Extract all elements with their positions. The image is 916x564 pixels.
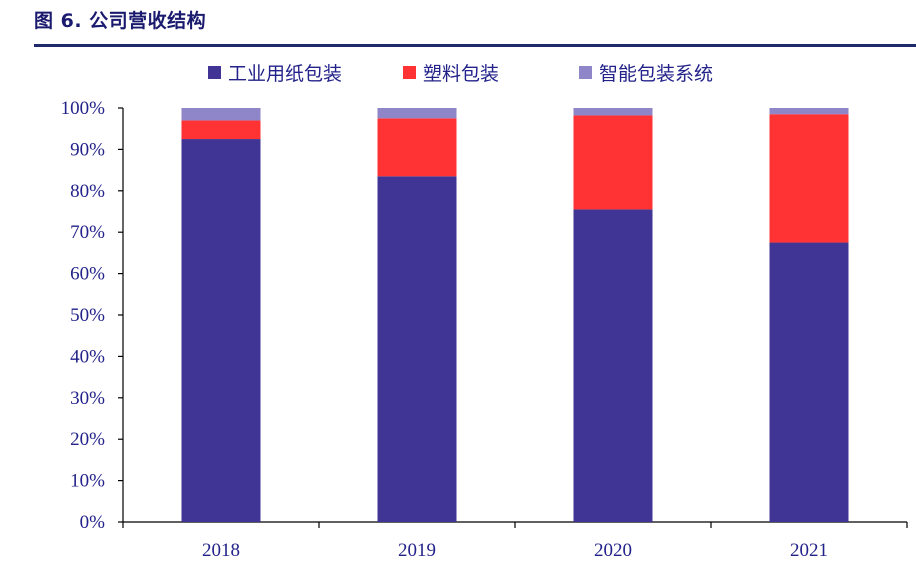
legend-swatch-plastic bbox=[403, 66, 416, 79]
bar-segment-2020-plastic bbox=[573, 115, 653, 210]
bar-segment-2019-industrial-paper bbox=[377, 176, 457, 522]
y-axis-ticks: 0% 10% 20% 30% 40% 50% 60% 70% 80% 90% 100% bbox=[61, 98, 123, 533]
x-tick-label: 2019 bbox=[398, 540, 436, 561]
y-tick-label: 100% bbox=[61, 98, 106, 119]
y-tick-label: 80% bbox=[70, 181, 105, 202]
figure-title: 图 6. 公司营收结构 bbox=[34, 10, 207, 32]
bar-segment-2020-smart-packaging bbox=[573, 108, 653, 116]
bar-segment-2020-industrial-paper bbox=[573, 209, 653, 522]
bar-segment-2019-smart-packaging bbox=[377, 108, 457, 119]
x-tick-label: 2021 bbox=[790, 540, 828, 561]
y-tick-label: 50% bbox=[70, 305, 105, 326]
y-tick-label: 90% bbox=[70, 139, 105, 160]
legend-label-industrial-paper: 工业用纸包装 bbox=[228, 63, 342, 85]
x-axis-ticks: 2018 2019 2020 2021 bbox=[122, 522, 908, 561]
y-tick-label: 30% bbox=[70, 388, 105, 409]
legend-label-smart-packaging: 智能包装系统 bbox=[599, 63, 713, 85]
bar-segment-2018-industrial-paper bbox=[181, 139, 261, 523]
y-tick-label: 70% bbox=[70, 222, 105, 243]
y-tick-label: 10% bbox=[70, 471, 105, 492]
bar-segment-2018-plastic bbox=[181, 120, 261, 140]
title-rule bbox=[34, 44, 916, 47]
bars bbox=[181, 108, 849, 523]
y-tick-label: 40% bbox=[70, 346, 105, 367]
bar-segment-2021-industrial-paper bbox=[769, 242, 849, 523]
y-tick-label: 60% bbox=[70, 264, 105, 285]
x-tick-label: 2020 bbox=[594, 540, 632, 561]
bar-segment-2021-plastic bbox=[769, 114, 849, 243]
legend-swatch-industrial-paper bbox=[208, 66, 221, 79]
y-tick-label: 20% bbox=[70, 429, 105, 450]
bar-segment-2019-plastic bbox=[377, 118, 457, 177]
legend: 工业用纸包装 塑料包装 智能包装系统 bbox=[208, 63, 713, 85]
x-axis: 2018 2019 2020 2021 bbox=[122, 521, 908, 561]
y-axis: 0% 10% 20% 30% 40% 50% 60% 70% 80% 90% 100% bbox=[61, 98, 124, 533]
legend-label-plastic: 塑料包装 bbox=[423, 63, 499, 85]
y-tick-label: 0% bbox=[80, 512, 106, 533]
bar-segment-2021-smart-packaging bbox=[769, 108, 849, 115]
bar-segment-2018-smart-packaging bbox=[181, 108, 261, 121]
x-tick-label: 2018 bbox=[202, 540, 240, 561]
legend-swatch-smart-packaging bbox=[579, 66, 592, 79]
